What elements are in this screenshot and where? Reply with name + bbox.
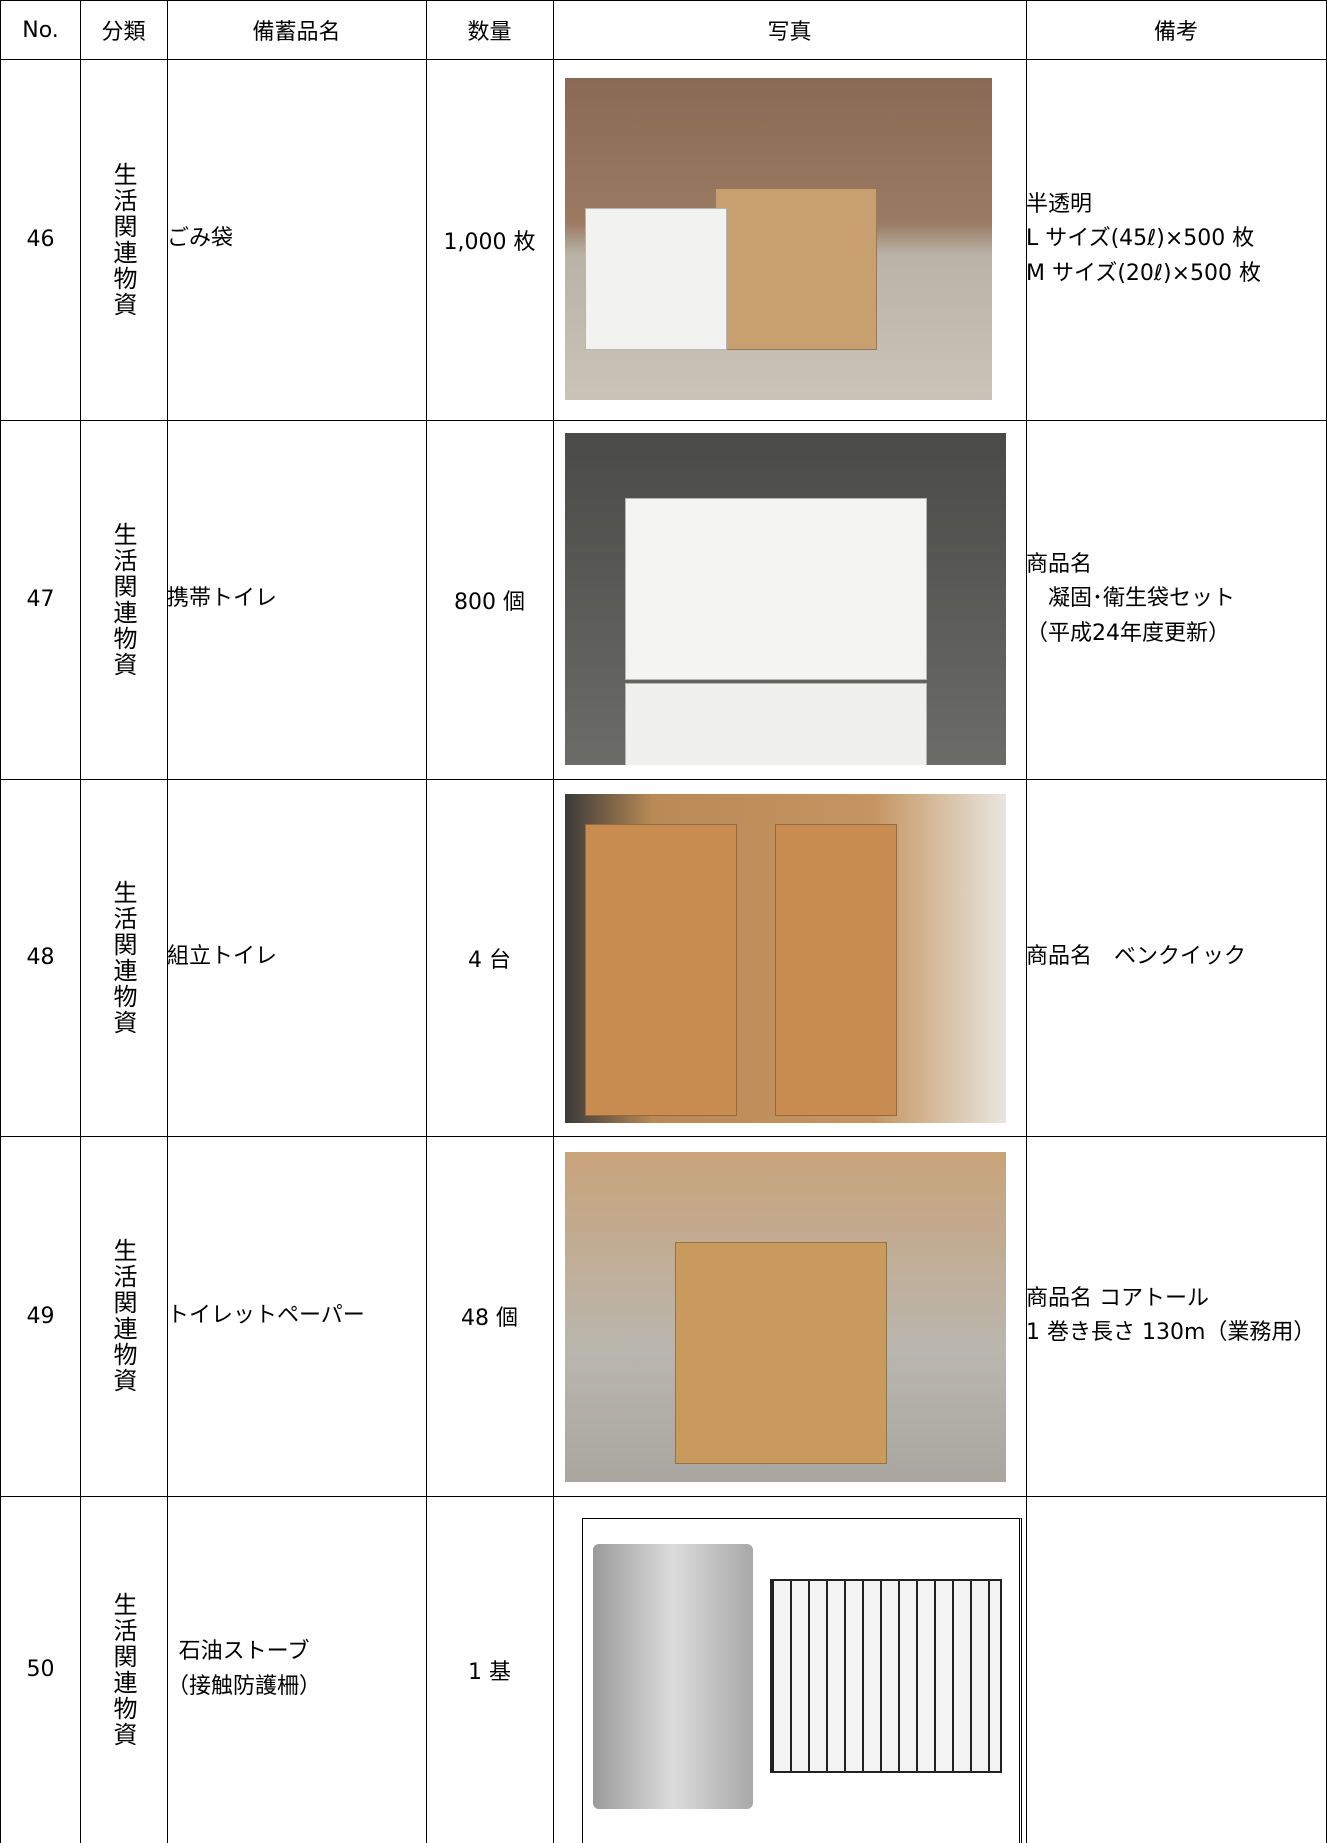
- note-line: L サイズ(45ℓ)×500 枚: [1026, 226, 1255, 252]
- quantity-cell: 4 台: [426, 779, 554, 1137]
- category: 生活関連物資: [109, 521, 137, 678]
- column-header: 分類: [101, 20, 146, 45]
- photo-cell: [553, 1136, 1027, 1497]
- category-cell: 生活関連物資: [80, 779, 168, 1137]
- column-header: 数量: [467, 20, 512, 45]
- notes-cell: 商品名 凝固･衛生袋セット （平成24年度更新）: [1026, 420, 1327, 780]
- no-cell: 50: [0, 1496, 81, 1843]
- name-lines: 石油ストーブ （接触防護柵）: [167, 1635, 321, 1703]
- notes-cell: [1026, 1496, 1327, 1843]
- header-cell: 写真: [553, 0, 1027, 60]
- photo-object: [585, 824, 737, 1116]
- photo-object: [675, 1242, 887, 1464]
- name-lines: ごみ袋: [167, 222, 233, 256]
- item-name: （接触防護柵）: [167, 1673, 322, 1699]
- column-header: No.: [22, 17, 59, 43]
- name-lines: 組立トイレ: [167, 940, 277, 974]
- category-cell: 生活関連物資: [80, 420, 168, 780]
- quantity-cell: 48 個: [426, 1136, 554, 1497]
- photo-object: [585, 208, 727, 350]
- item-name: ごみ袋: [167, 226, 234, 252]
- photo: [565, 78, 992, 400]
- name-lines: 携帯トイレ: [167, 582, 277, 616]
- quantity: 1,000 枚: [443, 229, 536, 255]
- quantity: 4 台: [468, 947, 511, 973]
- header-cell: No.: [0, 0, 81, 60]
- category-cell: 生活関連物資: [80, 59, 168, 421]
- quantity: 800 個: [454, 589, 525, 615]
- notes-lines: 商品名 凝固･衛生袋セット （平成24年度更新）: [1026, 548, 1235, 650]
- photo-cell: [553, 420, 1027, 780]
- item-no: 50: [26, 1657, 55, 1682]
- quantity-cell: 800 個: [426, 420, 554, 780]
- category: 生活関連物資: [109, 161, 137, 318]
- quantity: 1 基: [468, 1659, 511, 1685]
- photo-object: [625, 683, 927, 765]
- header-cell: 分類: [80, 0, 168, 60]
- photo-object: [715, 188, 877, 350]
- quantity-cell: 1,000 枚: [426, 59, 554, 421]
- no-cell: 47: [0, 420, 81, 780]
- photo-cell: [553, 59, 1027, 421]
- header-cell: 数量: [426, 0, 554, 60]
- stove-photo: [593, 1544, 753, 1809]
- quantity: 48 個: [461, 1306, 518, 1331]
- item-no: 47: [26, 587, 55, 612]
- notes-lines: 商品名 コアトール 1 巻き長さ 130m（業務用）: [1026, 1282, 1315, 1350]
- note-line: M サイズ(20ℓ)×500 枚: [1026, 260, 1261, 286]
- quantity-cell: 1 基: [426, 1496, 554, 1843]
- fence-photo: [770, 1579, 1002, 1773]
- note-line: （平成24年度更新）: [1026, 620, 1230, 646]
- no-cell: 48: [0, 779, 81, 1137]
- column-header: 写真: [767, 20, 812, 45]
- name-lines: トイレットペーパー: [167, 1299, 365, 1333]
- category: 生活関連物資: [109, 879, 137, 1036]
- item-no: 46: [26, 227, 55, 252]
- photo-frame: [582, 1518, 1022, 1843]
- note-line: 商品名 ベンクイック: [1026, 944, 1247, 970]
- no-cell: 49: [0, 1136, 81, 1497]
- note-line: 凝固･衛生袋セット: [1026, 586, 1236, 612]
- note-line: 商品名 コアトール: [1026, 1285, 1209, 1311]
- category: 生活関連物資: [109, 1238, 137, 1394]
- photo: [565, 1152, 1006, 1482]
- photo-object: [775, 824, 897, 1116]
- photo-cell: [553, 1496, 1027, 1843]
- photo: [565, 794, 1006, 1123]
- category: 生活関連物資: [109, 1591, 137, 1748]
- photo-cell: [553, 779, 1027, 1137]
- item-no: 49: [26, 1303, 55, 1329]
- name-cell: 携帯トイレ: [167, 420, 427, 780]
- photo-object: [625, 498, 927, 680]
- column-header: 備蓄品名: [252, 20, 341, 45]
- item-name: 組立トイレ: [167, 944, 278, 970]
- notes-lines: 半透明 L サイズ(45ℓ)×500 枚 M サイズ(20ℓ)×500 枚: [1026, 188, 1261, 290]
- category-cell: 生活関連物資: [80, 1136, 168, 1497]
- notes-cell: 商品名 ベンクイック: [1026, 779, 1327, 1137]
- category-cell: 生活関連物資: [80, 1496, 168, 1843]
- notes-lines: 商品名 ベンクイック: [1026, 940, 1246, 974]
- item-name: 石油ストーブ: [178, 1639, 310, 1665]
- no-cell: 46: [0, 59, 81, 421]
- notes-cell: 商品名 コアトール 1 巻き長さ 130m（業務用）: [1026, 1136, 1327, 1497]
- item-name: トイレットペーパー: [167, 1302, 365, 1328]
- header-cell: 備蓄品名: [167, 0, 427, 60]
- photo: [565, 433, 1006, 765]
- header-cell: 備考: [1026, 0, 1327, 60]
- name-cell: 石油ストーブ （接触防護柵）: [167, 1496, 427, 1843]
- name-cell: 組立トイレ: [167, 779, 427, 1137]
- note-line: 1 巻き長さ 130m（業務用）: [1026, 1320, 1316, 1345]
- item-name: 携帯トイレ: [167, 586, 278, 612]
- name-cell: トイレットペーパー: [167, 1136, 427, 1497]
- name-cell: ごみ袋: [167, 59, 427, 421]
- notes-cell: 半透明 L サイズ(45ℓ)×500 枚 M サイズ(20ℓ)×500 枚: [1026, 59, 1327, 421]
- note-line: 商品名: [1026, 552, 1093, 578]
- item-no: 48: [26, 945, 55, 970]
- note-line: 半透明: [1026, 192, 1093, 218]
- column-header: 備考: [1153, 20, 1198, 45]
